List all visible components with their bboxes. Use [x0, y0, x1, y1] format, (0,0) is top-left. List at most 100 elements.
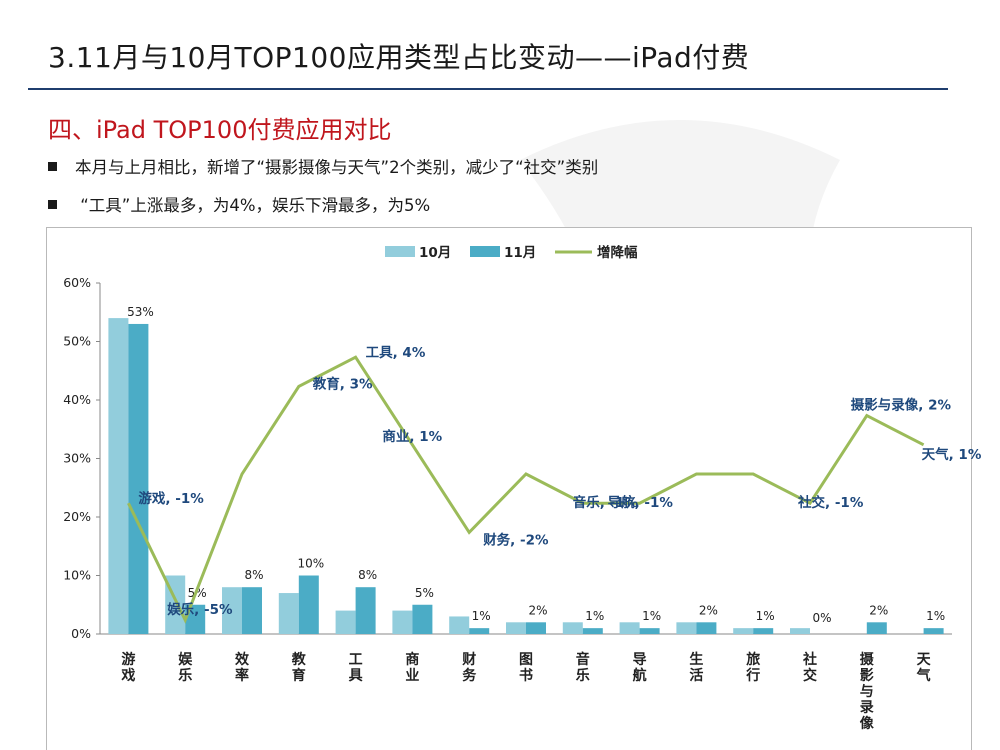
bar-11-2 [242, 587, 262, 634]
line-data-label: 音乐, -1% [573, 494, 639, 511]
x-tick-label: 教 [292, 651, 307, 668]
bar-10-9 [619, 622, 640, 634]
x-tick-label: 财 [461, 651, 476, 668]
bar-11-6 [469, 628, 490, 634]
bar-11-0 [128, 323, 149, 634]
bullet-2: “工具”上涨最多，为4%，娱乐下滑最多，为5% [48, 192, 430, 216]
x-tick-label: 率 [235, 667, 249, 684]
x-tick-label: 与 [860, 684, 874, 700]
x-tick-label: 社 [802, 651, 817, 668]
x-tick-label: 导 [633, 652, 647, 668]
x-tick-label: 书 [519, 667, 533, 684]
bar-data-label: 8% [244, 568, 263, 582]
bar-data-label: 1% [642, 609, 661, 623]
x-tick-label: 效 [235, 651, 250, 668]
bar-11-11 [753, 628, 774, 634]
line-data-label: 商业, 1% [382, 428, 442, 445]
bar-11-1 [185, 604, 206, 634]
bar-11-4 [355, 587, 376, 634]
bar-10-3 [278, 593, 299, 634]
y-tick-label: 60% [63, 275, 91, 290]
bar-11-13 [866, 622, 887, 634]
x-tick-label: 像 [860, 715, 875, 732]
bullet-1-text: 本月与上月相比，新增了“摄影摄像与天气”2个类别，减少了“社交”类别 [75, 158, 599, 177]
x-tick-label: 活 [689, 667, 703, 684]
line-data-label: 工具, 4% [366, 345, 426, 361]
bullet-2-text: “工具”上涨最多，为4%，娱乐下滑最多，为5% [75, 196, 431, 215]
chart-frame [46, 227, 972, 750]
x-tick-label: 交 [803, 667, 817, 684]
bar-data-label: 1% [756, 609, 775, 623]
x-tick-label: 生 [689, 651, 703, 668]
change-line [127, 355, 925, 624]
y-tick-label: 50% [63, 334, 91, 349]
bar-10-12 [790, 628, 810, 634]
bar-11-10 [696, 622, 717, 634]
legend-label: 10月 [419, 245, 451, 261]
bullet-square-icon [48, 162, 57, 171]
x-tick-label: 工 [349, 652, 363, 668]
bar-data-label: 1% [926, 609, 945, 623]
x-tick-label: 音 [576, 651, 590, 668]
bar-data-label: 8% [358, 568, 377, 582]
x-tick-label: 摄 [860, 651, 875, 668]
y-tick-label: 30% [63, 451, 91, 466]
bullet-square-icon [48, 200, 57, 209]
line-data-label: 财务, -2% [482, 531, 549, 548]
bar-10-0 [108, 318, 129, 634]
x-tick-label: 图 [519, 652, 533, 668]
bar-data-label: 1% [585, 609, 604, 623]
title-rule [28, 88, 948, 90]
line-data-label: 游戏, -1% [138, 490, 204, 507]
bar-10-11 [733, 628, 754, 634]
legend-swatch-10 [385, 246, 415, 257]
x-tick-label: 气 [916, 667, 931, 684]
x-tick-label: 行 [745, 667, 760, 684]
x-tick-label: 务 [462, 667, 477, 684]
bar-data-label: 10% [297, 557, 324, 571]
bar-data-label: 1% [472, 609, 491, 623]
bar-11-8 [582, 628, 603, 634]
bar-data-label: 0% [812, 611, 831, 625]
bar-11-9 [639, 628, 660, 634]
section-subtitle: 四、iPad TOP100付费应用对比 [48, 116, 392, 144]
line-data-label: 娱乐, -5% [167, 601, 233, 618]
bar-10-4 [335, 610, 356, 634]
bar-11-14 [923, 628, 944, 634]
y-tick-label: 0% [71, 626, 91, 641]
bar-10-2 [222, 587, 242, 634]
x-tick-label: 具 [348, 668, 363, 684]
y-tick-label: 20% [63, 509, 91, 524]
x-tick-label: 戏 [120, 667, 135, 684]
bar-data-label: 5% [415, 586, 434, 600]
bar-11-3 [298, 575, 319, 634]
legend-label: 增降幅 [597, 244, 638, 261]
x-tick-label: 娱 [178, 651, 193, 668]
x-tick-label: 航 [633, 667, 647, 684]
bar-10-6 [449, 616, 470, 634]
bar-data-label: 2% [528, 603, 547, 617]
bar-data-label: 53% [127, 305, 154, 319]
line-data-label: 社交, -1% [797, 494, 864, 511]
line-data-label: 天气, 1% [922, 446, 982, 463]
x-tick-label: 业 [405, 668, 419, 684]
x-tick-label: 录 [860, 700, 874, 716]
bar-10-8 [562, 622, 583, 634]
line-data-label: 教育, 3% [313, 375, 373, 392]
bar-11-5 [412, 604, 433, 634]
x-tick-label: 影 [860, 668, 874, 684]
x-tick-label: 育 [292, 667, 306, 684]
bar-10-7 [506, 622, 526, 634]
slide-title: 3.11月与10月TOP100应用类型占比变动——iPad付费 [48, 41, 750, 74]
line-data-label: 摄影与录像, 2% [851, 397, 952, 414]
bar-11-7 [526, 622, 546, 634]
y-tick-label: 10% [63, 568, 91, 583]
x-tick-label: 天 [917, 652, 932, 668]
x-tick-label: 商 [405, 651, 419, 668]
y-tick-label: 40% [63, 392, 91, 407]
bar-10-5 [392, 610, 413, 634]
x-tick-label: 乐 [178, 667, 192, 684]
x-tick-label: 游 [121, 651, 135, 668]
bar-10-10 [676, 622, 697, 634]
